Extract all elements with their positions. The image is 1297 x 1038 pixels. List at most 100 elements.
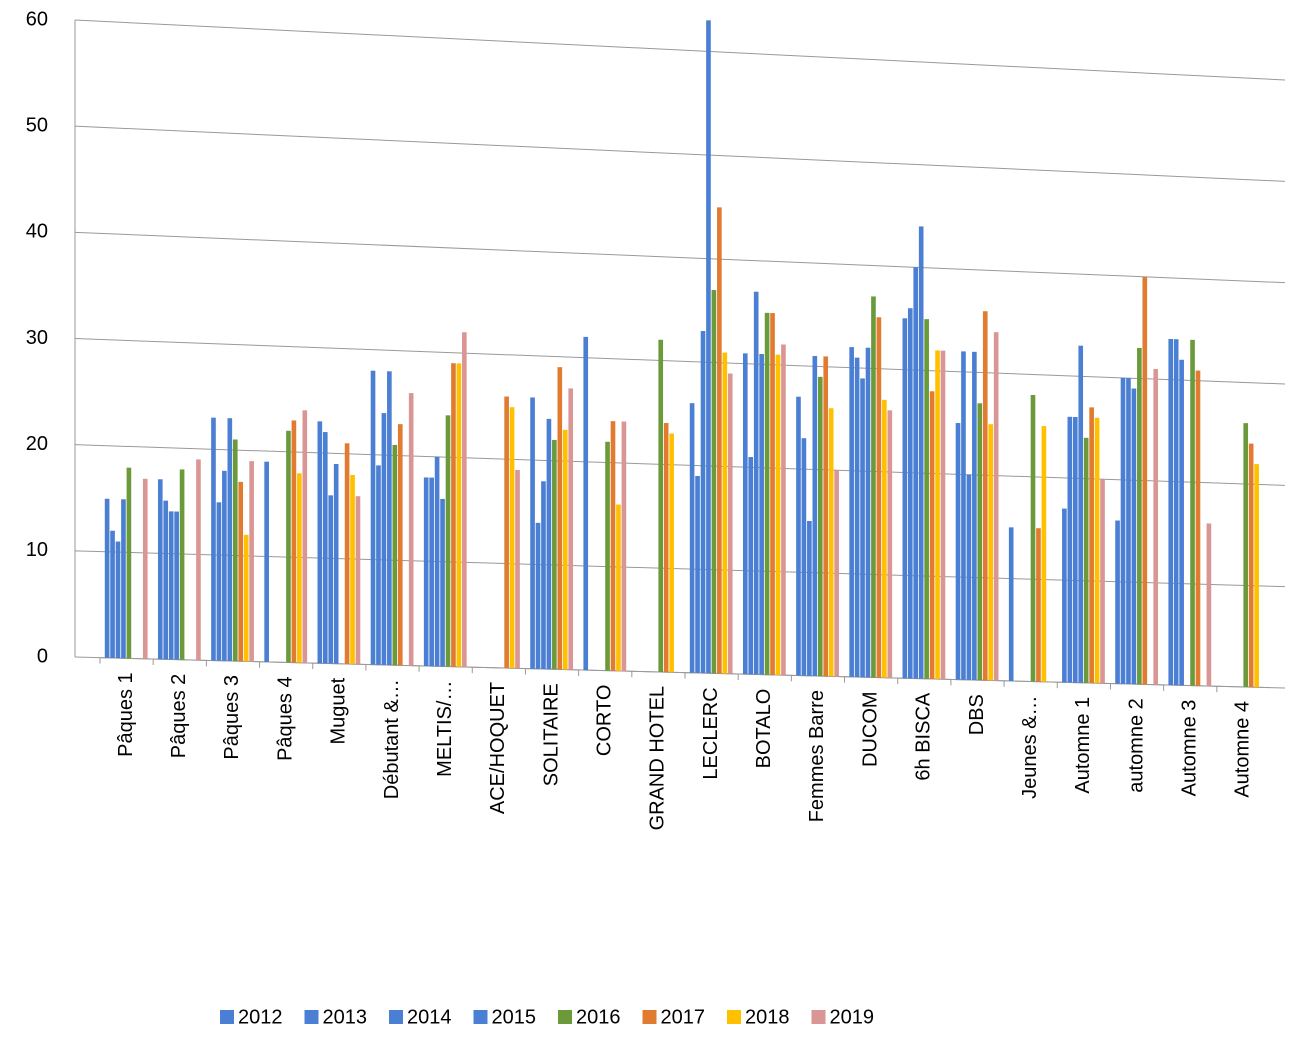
bar [434, 456, 440, 667]
bar [669, 433, 674, 673]
bar [1062, 508, 1067, 683]
bar [397, 424, 403, 666]
bar [350, 475, 355, 665]
grid-line [74, 444, 1286, 486]
bar [753, 291, 759, 675]
x-tick-label: Automne 4 [1232, 701, 1254, 798]
bar [1030, 395, 1036, 682]
bar [940, 350, 946, 680]
x-tick-label: SOLITAIRE [540, 683, 562, 786]
bar [408, 393, 414, 666]
bar [807, 520, 812, 676]
bar [344, 443, 350, 664]
bar [781, 344, 786, 676]
bar [817, 376, 823, 677]
grid-line [74, 125, 1286, 182]
legend-label: 2015 [492, 1006, 537, 1028]
bar [104, 498, 110, 658]
bar [1131, 388, 1137, 685]
bar [291, 420, 297, 663]
bar [1142, 276, 1148, 685]
bar [1100, 479, 1105, 684]
bar [1206, 523, 1212, 687]
bar [854, 357, 860, 678]
bar [1041, 426, 1047, 682]
bar [935, 350, 940, 680]
bar [764, 312, 770, 675]
bar [317, 421, 323, 664]
bar [557, 367, 563, 670]
y-tick-label: 0 [37, 645, 48, 667]
bar [243, 534, 249, 662]
legend-label: 2012 [238, 1006, 283, 1028]
bar [865, 347, 871, 678]
x-tick-label: LECLERC [700, 687, 722, 779]
bar [168, 511, 174, 660]
bar [546, 418, 552, 670]
x-tick-label: GRAND HOTEL [647, 686, 669, 830]
bar [801, 438, 807, 676]
bar [211, 417, 216, 661]
bar [796, 396, 801, 676]
x-tick-label: automne 2 [1125, 698, 1147, 793]
x-tick-label: Pâques 2 [168, 674, 190, 759]
bar [961, 351, 966, 680]
bar [297, 473, 302, 663]
bar [142, 478, 148, 659]
bar [264, 461, 269, 662]
bar [993, 332, 999, 681]
bar [1126, 378, 1131, 684]
legend-label: 2014 [407, 1006, 452, 1028]
bar [392, 444, 398, 666]
x-tick-label: Pâques 1 [115, 672, 137, 757]
bar [860, 378, 865, 678]
bar [812, 356, 818, 676]
bar [706, 20, 711, 674]
bar [759, 353, 764, 675]
bar [423, 477, 429, 667]
y-tick-label: 60 [26, 8, 48, 30]
bar [387, 371, 392, 666]
x-tick-label: Pâques 3 [221, 675, 243, 760]
legend-label: 2017 [661, 1006, 706, 1028]
bar [924, 319, 929, 679]
bar [1036, 528, 1041, 682]
bar [658, 339, 664, 673]
bar [110, 530, 115, 658]
bar [695, 475, 700, 673]
legend-swatch [304, 1010, 319, 1024]
y-tick-label: 10 [26, 539, 48, 561]
bar [583, 336, 589, 671]
bar [216, 502, 222, 661]
legend-swatch [642, 1010, 657, 1024]
y-tick-label: 20 [26, 433, 48, 455]
bar [982, 311, 988, 681]
bar [828, 408, 834, 677]
bar [1243, 423, 1249, 688]
bar [1168, 339, 1174, 686]
bar [121, 499, 126, 659]
bar [902, 318, 908, 679]
x-tick-label: Débutant &… [381, 679, 403, 799]
x-tick-label: MELTIS/… [434, 680, 456, 776]
bar [711, 290, 717, 674]
x-tick-label: BOTALO [753, 689, 775, 769]
bar [988, 424, 994, 681]
bar [849, 347, 854, 677]
legend-swatch [389, 1010, 403, 1024]
bar [535, 522, 541, 669]
bar [972, 351, 977, 681]
bar [322, 432, 328, 664]
bar [887, 410, 893, 678]
bar [621, 421, 627, 672]
bar [1083, 437, 1089, 683]
bar [929, 391, 935, 679]
bar [249, 461, 254, 662]
legend-swatch [220, 1010, 234, 1024]
legend-swatch [727, 1010, 741, 1024]
bar [1254, 464, 1259, 688]
x-tick-label: Automne 3 [1179, 700, 1201, 797]
bar [727, 373, 733, 674]
bar [977, 403, 983, 681]
